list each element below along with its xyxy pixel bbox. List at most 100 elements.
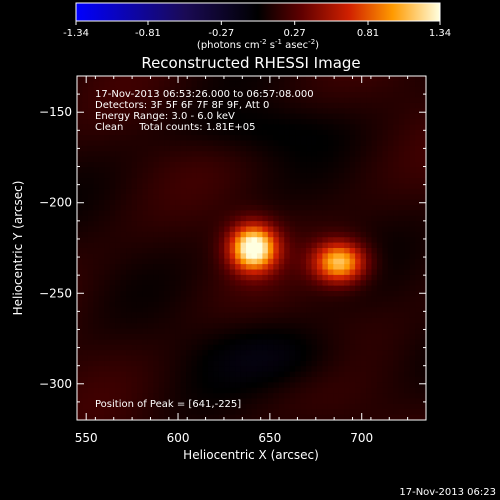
heatmap-cell [376, 274, 383, 281]
heatmap-cell [398, 221, 405, 228]
heatmap-cell [109, 403, 116, 410]
heatmap-cell [240, 274, 247, 281]
heatmap-cell [98, 242, 105, 249]
heatmap-cell [295, 360, 302, 367]
heatmap-cell [349, 248, 356, 254]
heatmap-cell [207, 156, 214, 163]
heatmap-cell [349, 199, 356, 206]
heatmap-cell [322, 398, 329, 405]
heatmap-cell [224, 307, 231, 314]
heatmap-cell [240, 301, 247, 308]
heatmap-cell [300, 248, 307, 254]
heatmap-cell [109, 113, 116, 120]
heatmap-cell [398, 140, 405, 147]
heatmap-cell [393, 280, 400, 287]
heatmap-cell [349, 387, 356, 394]
heatmap-cell [202, 194, 209, 201]
heatmap-cell [295, 92, 302, 99]
heatmap-cell [115, 296, 122, 303]
heatmap-cell [393, 205, 400, 211]
heatmap-cell [207, 92, 214, 99]
heatmap-cell [213, 291, 220, 297]
heatmap-cell [251, 188, 258, 195]
heatmap-cell [186, 258, 193, 265]
heatmap-cell [262, 86, 269, 93]
heatmap-cell [311, 119, 318, 125]
heatmap-cell [393, 81, 400, 88]
heatmap-cell [207, 344, 214, 351]
heatmap-cell [262, 398, 269, 405]
heatmap-cell [404, 188, 411, 195]
heatmap-cell [251, 291, 258, 297]
heatmap-cell [284, 237, 291, 244]
heatmap-cell [420, 135, 426, 142]
heatmap-cell [186, 344, 193, 351]
heatmap-cell [420, 237, 426, 244]
heatmap-cell [404, 377, 411, 383]
heatmap-cell [169, 113, 176, 120]
heatmap-cell [366, 242, 373, 249]
heatmap-cell [104, 274, 111, 281]
heatmap-cell [158, 264, 165, 271]
heatmap-cell [344, 274, 351, 281]
heatmap-cell [115, 242, 122, 249]
heatmap-cell [147, 135, 154, 142]
heatmap-cell [202, 328, 209, 335]
heatmap-cell [142, 102, 149, 109]
annotation-line: Detectors: 3F 5F 6F 7F 8F 9F, Att 0 [95, 100, 269, 111]
heatmap-cell [376, 113, 383, 120]
heatmap-cell [153, 205, 160, 211]
heatmap-cell [355, 350, 362, 357]
heatmap-cell [246, 355, 253, 362]
heatmap-cell [131, 398, 138, 405]
heatmap-cell [366, 398, 373, 405]
heatmap-cell [355, 108, 362, 115]
heatmap-cell [300, 210, 307, 217]
heatmap-cell [360, 231, 367, 238]
heatmap-cell [120, 291, 127, 297]
heatmap-cell [131, 317, 138, 324]
heatmap-cell [202, 393, 209, 400]
heatmap-cell [409, 344, 416, 351]
heatmap-cell [393, 210, 400, 217]
heatmap-cell [306, 178, 313, 185]
heatmap-cell [349, 285, 356, 292]
heatmap-cell [273, 307, 280, 314]
heatmap-cell [316, 398, 323, 405]
heatmap-cell [393, 102, 400, 109]
heatmap-cell [267, 199, 274, 206]
heatmap-cell [126, 156, 133, 163]
heatmap-cell [77, 140, 84, 147]
heatmap-cell [186, 382, 193, 389]
heatmap-cell [256, 258, 263, 265]
y-tick-label: −150 [39, 105, 72, 119]
heatmap-cell [164, 323, 171, 330]
heatmap-cell [327, 102, 334, 109]
heatmap-cell [240, 248, 247, 254]
heatmap-cell [153, 301, 160, 308]
heatmap-cell [120, 145, 127, 152]
heatmap-cell [300, 274, 307, 281]
heatmap-cell [371, 371, 378, 378]
heatmap-cell [251, 323, 258, 330]
heatmap-cell [344, 102, 351, 109]
heatmap-cell [246, 108, 253, 115]
heatmap-cell [316, 264, 323, 271]
heatmap-cell [169, 296, 176, 303]
heatmap-cell [387, 135, 394, 142]
heatmap-cell [147, 301, 154, 308]
heatmap-cell [327, 409, 334, 416]
heatmap-cell [82, 81, 89, 88]
heatmap-cell [104, 360, 111, 367]
heatmap-cell [115, 221, 122, 228]
heatmap-cell [316, 248, 323, 254]
heatmap-cell [278, 194, 285, 201]
heatmap-cell [153, 81, 160, 88]
heatmap-cell [175, 307, 182, 314]
heatmap-cell [164, 119, 171, 125]
heatmap-cell [393, 264, 400, 271]
heatmap-cell [251, 205, 258, 211]
heatmap-cell [366, 248, 373, 254]
heatmap-cell [262, 108, 269, 115]
heatmap-cell [202, 135, 209, 142]
